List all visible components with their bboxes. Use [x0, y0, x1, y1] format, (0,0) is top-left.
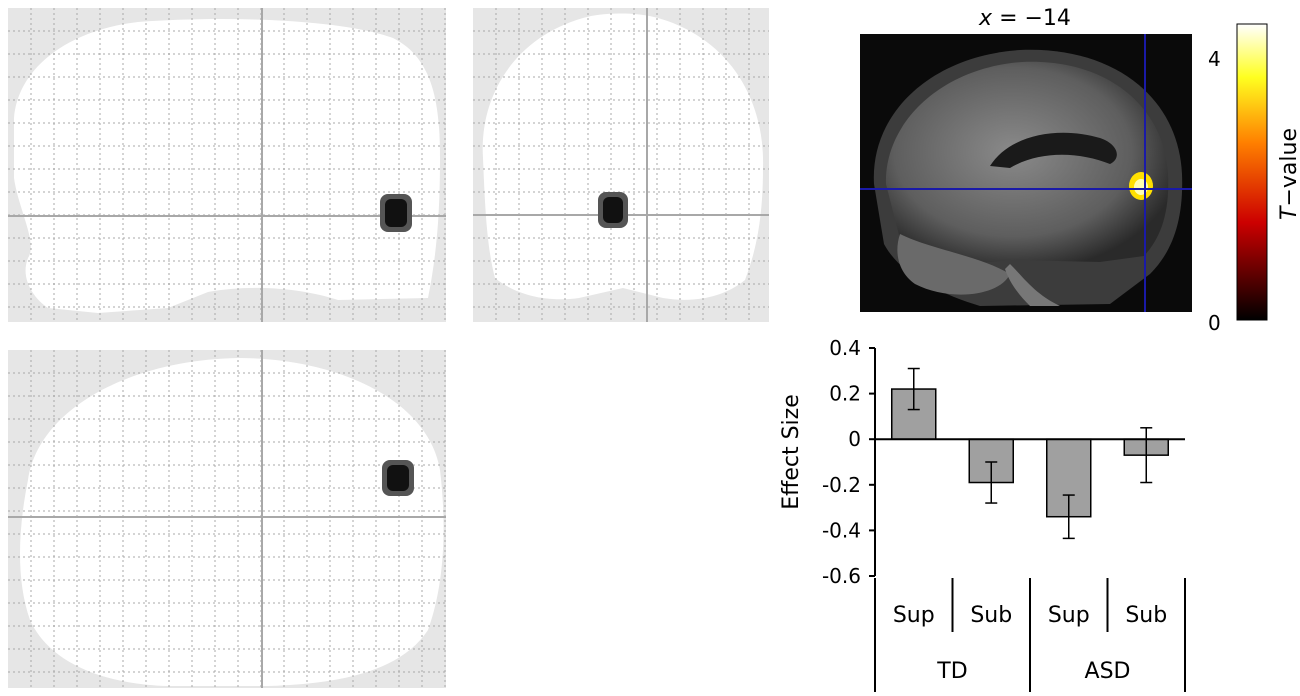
y-tick-label: 0.2: [829, 382, 861, 406]
category-label: Sup: [1048, 603, 1090, 628]
group-label: ASD: [1085, 659, 1131, 684]
y-axis-label: Effect Size: [779, 394, 804, 509]
y-tick-label: 0: [848, 427, 861, 451]
effect-size-bar-chart: 0.4 0.2 0 -0.2 -0.4 -0.6 Effect Size Sup Sub Sup S…: [779, 336, 1186, 692]
category-label: Sub: [970, 603, 1012, 628]
group-label: TD: [936, 659, 967, 684]
y-tick-label: -0.4: [822, 518, 861, 542]
mri-sagittal-slice: [860, 34, 1192, 312]
axial-activation-blob: [382, 460, 414, 496]
category-label: Sub: [1125, 603, 1167, 628]
colorbar-min-label: 0: [1208, 311, 1221, 334]
mri-activation-cluster: [1129, 172, 1153, 200]
coronal-activation-blob: [598, 192, 628, 228]
colorbar-max-label: 4: [1208, 47, 1221, 71]
coronal-grid: [473, 8, 769, 322]
t-value-colorbar: 4 0 T−value: [1208, 23, 1300, 334]
y-tick-label: -0.6: [822, 564, 861, 588]
slice-coordinate-label: x = −14: [979, 6, 1071, 31]
sagittal-activation-blob: [380, 194, 412, 232]
category-label: Sup: [893, 603, 935, 628]
glass-brain-sagittal: [8, 8, 446, 322]
glass-brain-axial: [8, 350, 446, 688]
y-tick-label: 0.4: [829, 336, 861, 360]
axial-grid: [8, 350, 446, 688]
y-tick-label: -0.2: [822, 473, 861, 497]
glass-brain-coronal: [473, 8, 769, 322]
colorbar-title: T−value: [1277, 128, 1300, 220]
colorbar-gradient: [1236, 23, 1268, 321]
